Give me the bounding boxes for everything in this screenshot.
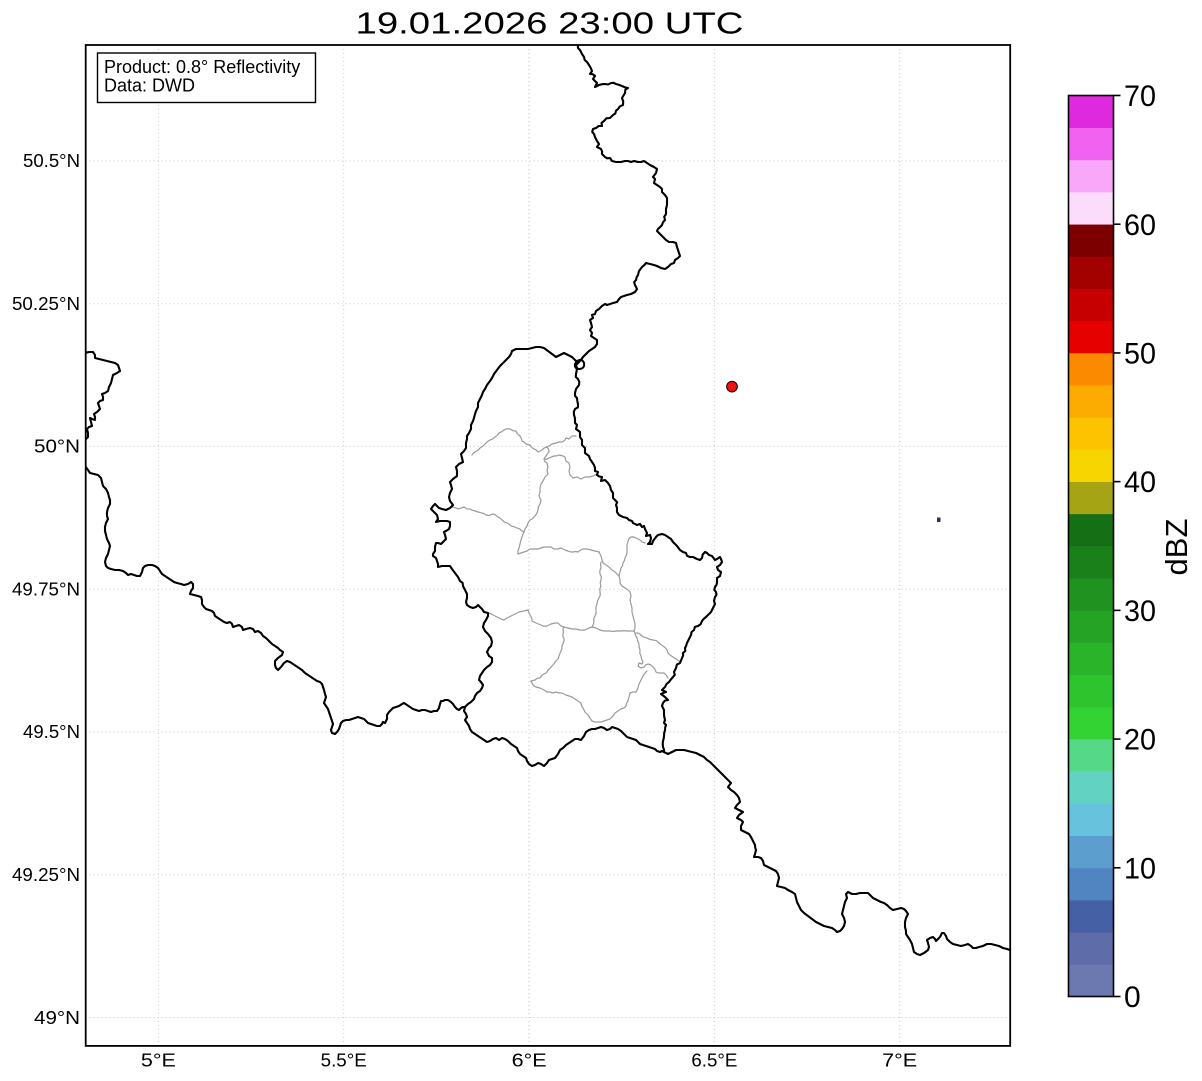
svg-text:49°N: 49°N: [34, 1008, 80, 1028]
svg-text:5.5°E: 5.5°E: [321, 1051, 367, 1071]
svg-text:20: 20: [1124, 724, 1156, 757]
svg-text:6°E: 6°E: [512, 1051, 547, 1071]
svg-text:49.5°N: 49.5°N: [23, 722, 80, 742]
svg-text:50°N: 50°N: [34, 437, 80, 457]
svg-text:40: 40: [1124, 466, 1156, 499]
svg-text:50: 50: [1124, 338, 1156, 371]
svg-text:Product: 0.8° Reflectivity: Product: 0.8° Reflectivity: [104, 57, 300, 77]
svg-text:49.75°N: 49.75°N: [12, 580, 80, 600]
svg-text:60: 60: [1124, 209, 1156, 242]
svg-text:10: 10: [1124, 852, 1156, 885]
svg-text:0: 0: [1124, 981, 1141, 1014]
svg-text:70: 70: [1124, 80, 1156, 113]
svg-text:50.25°N: 50.25°N: [12, 294, 80, 314]
svg-text:Data: DWD: Data: DWD: [104, 76, 195, 96]
svg-text:5°E: 5°E: [141, 1051, 176, 1071]
svg-text:19.01.2026 23:00 UTC: 19.01.2026 23:00 UTC: [356, 6, 744, 41]
svg-text:50.5°N: 50.5°N: [23, 151, 80, 171]
svg-text:30: 30: [1124, 595, 1156, 628]
svg-text:6.5°E: 6.5°E: [691, 1051, 737, 1071]
svg-text:49.25°N: 49.25°N: [12, 865, 80, 885]
svg-text:7°E: 7°E: [882, 1051, 917, 1071]
svg-text:dBZ: dBZ: [1159, 519, 1194, 576]
